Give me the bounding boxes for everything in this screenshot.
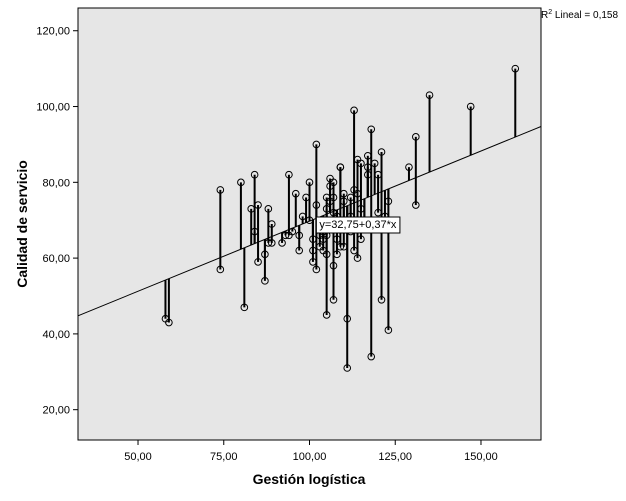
- data-point: [374, 170, 382, 179]
- data-point: [216, 265, 225, 274]
- y-tick-label: 120,00: [36, 26, 70, 38]
- x-tick-label: 75,00: [210, 451, 238, 463]
- data-point: [405, 163, 413, 171]
- data-point: [339, 242, 348, 251]
- data-point: [309, 246, 317, 255]
- data-point: [350, 106, 358, 115]
- data-point: [250, 227, 259, 236]
- data-point: [412, 201, 420, 209]
- data-point: [333, 250, 341, 259]
- data-point: [261, 277, 269, 285]
- data-point: [267, 220, 276, 228]
- data-point: [305, 178, 314, 187]
- data-point: [329, 193, 338, 202]
- data-point: [295, 246, 304, 255]
- r2-sup: 2: [548, 9, 552, 16]
- data-point: [367, 125, 376, 134]
- data-point: [216, 186, 225, 194]
- data-point: [343, 364, 352, 372]
- data-point: [254, 258, 262, 266]
- data-point: [312, 201, 321, 209]
- data-point: [357, 205, 365, 213]
- data-point: [305, 216, 314, 225]
- data-point: [281, 231, 290, 240]
- data-point: [384, 197, 393, 206]
- data-point: [343, 314, 352, 323]
- x-tick-label: 150,00: [464, 451, 498, 463]
- data-point: [384, 326, 393, 334]
- r2-legend: R2 Lineal = 0,158: [541, 9, 618, 21]
- data-point: [370, 159, 379, 168]
- data-point: [240, 303, 249, 312]
- x-tick-label: 50,00: [124, 451, 152, 463]
- data-point: [333, 235, 341, 243]
- data-point: [254, 201, 262, 209]
- data-point: [309, 258, 317, 266]
- data-point: [250, 170, 259, 179]
- fit-line-group: [77, 126, 542, 317]
- data-point: [364, 151, 372, 160]
- data-point: [261, 250, 269, 259]
- r2-prefix: R: [541, 10, 548, 21]
- data-point: [353, 189, 362, 198]
- data-point: [165, 318, 173, 327]
- fit-line: [77, 126, 542, 317]
- r2-text: Lineal = 0,158: [552, 10, 618, 21]
- data-point: [264, 205, 273, 213]
- data-point: [322, 205, 331, 213]
- data-point: [466, 102, 475, 111]
- data-point: [278, 239, 286, 247]
- data-point: [247, 205, 255, 213]
- data-point: [285, 170, 293, 179]
- y-tick-label: 40,00: [42, 329, 70, 341]
- data-point: [377, 295, 386, 304]
- y-axis: 20,00 40,00 60,00 80,00 100,00 120,00: [36, 26, 78, 417]
- data-point: [312, 265, 321, 274]
- x-tick-label: 100,00: [293, 451, 327, 463]
- data-point: [322, 250, 331, 259]
- data-point: [374, 208, 382, 217]
- data-point: [425, 91, 434, 99]
- y-tick-label: 20,00: [42, 405, 70, 417]
- fit-equation-label: y=32,75+0,37*x: [315, 216, 401, 234]
- data-point: [336, 242, 345, 251]
- data-point: [288, 227, 297, 236]
- y-tick-label: 60,00: [42, 253, 70, 265]
- data-point: [357, 159, 365, 168]
- data-point: [377, 148, 386, 156]
- data-point: [412, 133, 420, 141]
- data-point: [237, 178, 245, 187]
- data-point: [364, 163, 372, 171]
- data-point: [329, 178, 338, 187]
- data-point: [298, 212, 307, 221]
- data-point: [357, 235, 365, 243]
- x-axis: 50,00 75,00 100,00 125,00 150,00: [124, 440, 498, 463]
- x-tick-label: 125,00: [378, 451, 412, 463]
- y-tick-label: 100,00: [36, 102, 70, 114]
- data-point: [511, 64, 520, 73]
- data-point: [329, 261, 338, 270]
- data-point: [267, 239, 276, 247]
- y-axis-title: Calidad de servicio: [14, 160, 30, 288]
- data-point: [312, 140, 321, 149]
- data-point: [309, 235, 317, 243]
- data-point: [350, 246, 358, 255]
- data-point: [264, 239, 273, 247]
- data-point: [364, 170, 372, 179]
- data-point: [353, 254, 362, 262]
- data-point: [346, 193, 355, 202]
- data-point: [339, 197, 348, 206]
- data-point: [295, 231, 304, 240]
- x-axis-title: Gestión logística: [253, 471, 366, 487]
- data-point: [329, 295, 338, 304]
- fit-equation-text: y=32,75+0,37*x: [319, 219, 397, 231]
- data-point: [302, 193, 310, 202]
- data-point: [339, 189, 348, 198]
- data-point: [291, 189, 300, 198]
- data-point: [367, 352, 376, 361]
- data-point: [322, 311, 331, 319]
- data-point: [336, 163, 345, 171]
- y-tick-label: 80,00: [42, 177, 70, 189]
